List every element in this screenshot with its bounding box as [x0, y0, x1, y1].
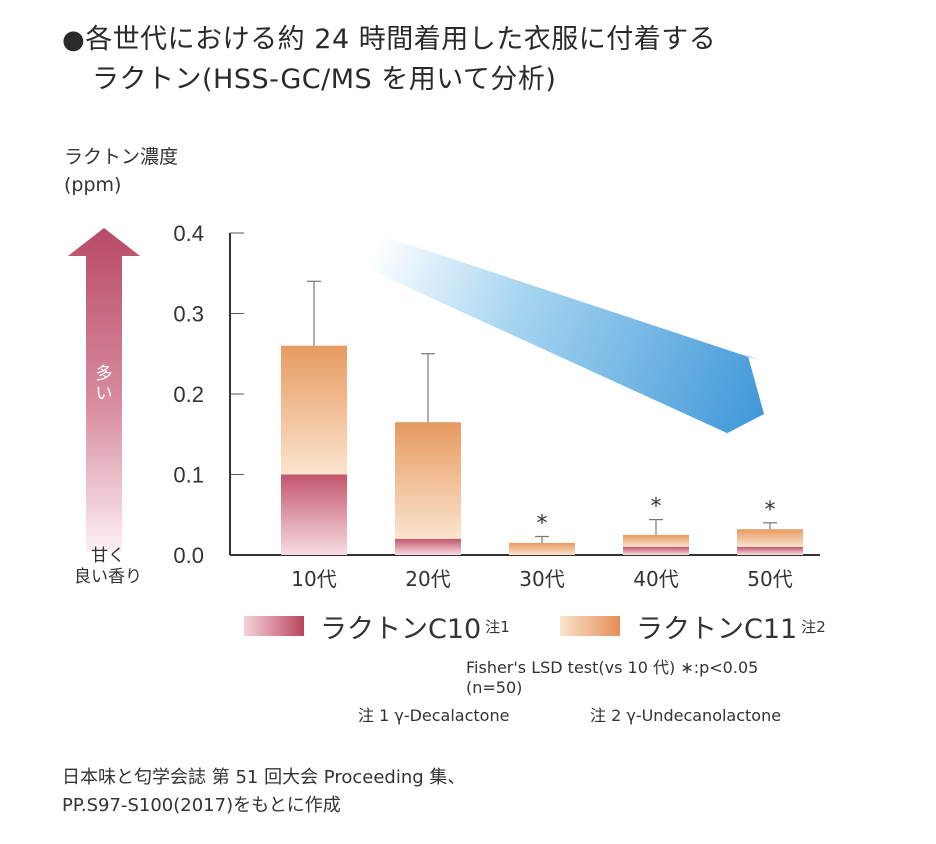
- source-line2: PP.S97-S100(2017)をもとに作成: [62, 795, 341, 816]
- x-tick-label: 40代: [633, 567, 678, 591]
- significance-mark: *: [537, 511, 548, 536]
- title-line-1: 各世代における約 24 時間着用した衣服に付着する: [85, 24, 717, 55]
- source-line1: 日本味と匂学会誌 第 51 回大会 Proceeding 集、: [62, 767, 466, 788]
- title-line-2: ラクトン(HSS-GC/MS を用いて分析): [92, 64, 557, 95]
- legend-c10: ラクトンC10 注1: [244, 606, 510, 646]
- x-tick-label: 50代: [747, 567, 792, 591]
- title-bullet: ●: [62, 25, 86, 55]
- bar-c10: [395, 538, 461, 555]
- legend-c11: ラクトンC11 注2: [560, 606, 826, 646]
- x-tick-label: 10代: [291, 567, 336, 591]
- y-tick-label: 0.1: [173, 463, 204, 488]
- stat-test-note: Fisher's LSD test(vs 10 代) ∗:p<0.05: [466, 658, 759, 677]
- bar-c11: [281, 345, 347, 475]
- y-axis-label: ラクトン濃度 (ppm): [64, 143, 178, 199]
- bar-c11: [509, 542, 575, 555]
- legend-label-c11: ラクトンC11: [636, 613, 798, 645]
- legend-swatch-c10: [244, 616, 304, 636]
- legend-swatch-c11: [560, 616, 620, 636]
- decreasing-trend-arrow: [370, 235, 764, 438]
- sample-size-note: (n=50): [466, 678, 523, 697]
- x-tick-label: 30代: [519, 567, 564, 591]
- more-arrow: [68, 228, 140, 552]
- y-tick-label: 0.2: [173, 382, 204, 407]
- up-arrow-label: 多い: [95, 364, 113, 404]
- note-1: 注 1 γ-Decalactone: [358, 706, 510, 725]
- down-label-line1: 甘く: [91, 546, 125, 566]
- legend-note-c10: 注1: [485, 617, 510, 636]
- significance-mark: *: [651, 495, 662, 520]
- y-axis-label-line1: ラクトン濃度: [64, 146, 179, 168]
- legend-label-c10: ラクトンC10: [320, 613, 482, 645]
- y-axis-label-line2: (ppm): [64, 174, 122, 196]
- y-tick-label: 0.3: [173, 302, 204, 327]
- bar-c10: [281, 474, 347, 555]
- y-tick-label: 0.4: [173, 221, 204, 246]
- plot-area: 0.0 0.1 0.2 0.3 0.4 10代 20代 * 30代 * 40代 * 50代: [173, 221, 820, 591]
- down-label-line2: 良い香り: [74, 567, 142, 587]
- bar-c11: [623, 534, 689, 547]
- note-2: 注 2 γ-Undecanolactone: [590, 706, 782, 725]
- bar-c10: [737, 546, 803, 555]
- sweet-scent-label: 甘く 良い香り: [58, 546, 158, 588]
- legend-note-c11: 注2: [801, 617, 826, 636]
- significance-mark: *: [765, 498, 776, 523]
- source-citation: 日本味と匂学会誌 第 51 回大会 Proceeding 集、 PP.S97-S…: [62, 764, 465, 820]
- bar-c10: [623, 546, 689, 555]
- bar-c11: [395, 422, 461, 539]
- y-tick-label: 0.0: [173, 543, 204, 568]
- bar-c11: [737, 529, 803, 547]
- x-tick-label: 20代: [405, 567, 450, 591]
- chart-title: ●各世代における約 24 時間着用した衣服に付着する ラクトン(HSS-GC/M…: [62, 20, 716, 100]
